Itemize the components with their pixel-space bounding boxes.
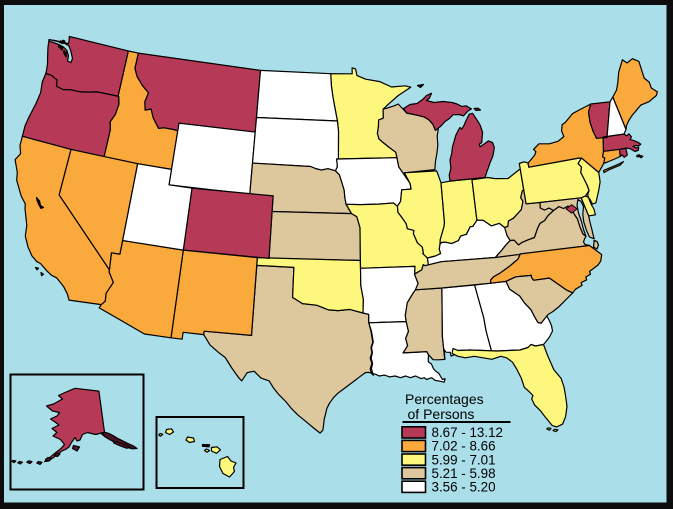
svg-text:of Persons: of Persons [408,406,475,422]
svg-text:5.99 - 7.01: 5.99 - 7.01 [432,452,496,467]
svg-text:8.67 - 13.12: 8.67 - 13.12 [432,425,503,440]
svg-text:7.02 - 8.66: 7.02 - 8.66 [432,439,496,454]
svg-text:Percentages: Percentages [405,391,484,407]
svg-text:5.21 - 5.98: 5.21 - 5.98 [432,466,496,481]
svg-text:3.56 - 5.20: 3.56 - 5.20 [432,480,496,495]
